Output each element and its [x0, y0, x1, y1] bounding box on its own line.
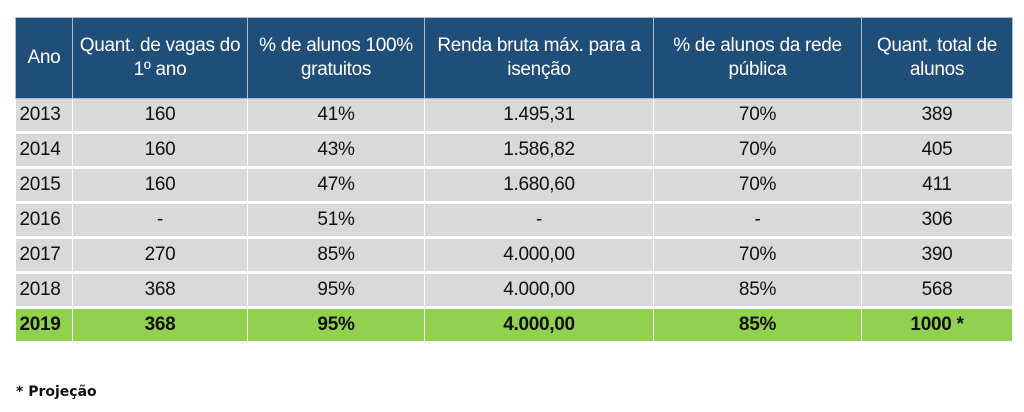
- cell-year: 2015: [15, 167, 73, 204]
- cell-year: 2013: [15, 98, 73, 134]
- table-row: 2013 160 41% 1.495,31 70% 389: [15, 98, 1013, 134]
- header-free-students-pct: % de alunos 100% gratuitos: [247, 17, 425, 99]
- cell-seats: 368: [72, 307, 248, 341]
- footnote: * Projeção: [16, 384, 97, 400]
- cell-free-pct: 47%: [247, 167, 425, 204]
- cell-max-income: 1.680,60: [424, 167, 654, 204]
- cell-year: 2019: [15, 307, 73, 341]
- header-total-students: Quant. total de alunos: [861, 17, 1013, 99]
- cell-free-pct: 51%: [247, 202, 425, 239]
- cell-total: 1000 *: [861, 307, 1013, 341]
- table-row: 2014 160 43% 1.586,82 70% 405: [15, 132, 1013, 169]
- cell-public-pct: 85%: [653, 307, 862, 341]
- cell-max-income: 4.000,00: [424, 307, 654, 341]
- cell-public-pct: 70%: [653, 167, 862, 204]
- cell-public-pct: 70%: [653, 132, 862, 169]
- table-row-highlighted: 2019 368 95% 4.000,00 85% 1000 *: [15, 307, 1013, 341]
- cell-total: 405: [861, 132, 1013, 169]
- cell-max-income: 4.000,00: [424, 237, 654, 274]
- cell-public-pct: -: [653, 202, 862, 239]
- cell-seats: 160: [72, 167, 248, 204]
- table-row: 2016 - 51% - - 306: [15, 202, 1013, 239]
- cell-total: 568: [861, 272, 1013, 309]
- cell-year: 2017: [15, 237, 73, 274]
- cell-seats: 160: [72, 132, 248, 169]
- cell-free-pct: 41%: [247, 98, 425, 134]
- table-row: 2018 368 95% 4.000,00 85% 568: [15, 272, 1013, 309]
- cell-seats: 270: [72, 237, 248, 274]
- cell-seats: -: [72, 202, 248, 239]
- header-public-school-pct: % de alunos da rede pública: [653, 17, 862, 99]
- header-first-year-seats: Quant. de vagas do 1º ano: [72, 17, 248, 99]
- header-row: Ano Quant. de vagas do 1º ano % de aluno…: [15, 17, 1013, 99]
- cell-total: 389: [861, 98, 1013, 134]
- cell-total: 411: [861, 167, 1013, 204]
- cell-year: 2016: [15, 202, 73, 239]
- cell-max-income: 1.586,82: [424, 132, 654, 169]
- table-row: 2017 270 85% 4.000,00 70% 390: [15, 237, 1013, 274]
- cell-year: 2018: [15, 272, 73, 309]
- cell-max-income: -: [424, 202, 654, 239]
- header-year: Ano: [15, 17, 73, 99]
- cell-free-pct: 85%: [247, 237, 425, 274]
- enrollment-table: Ano Quant. de vagas do 1º ano % de aluno…: [15, 17, 1013, 341]
- cell-year: 2014: [15, 132, 73, 169]
- cell-max-income: 1.495,31: [424, 98, 654, 134]
- cell-max-income: 4.000,00: [424, 272, 654, 309]
- cell-free-pct: 43%: [247, 132, 425, 169]
- header-max-income: Renda bruta máx. para a isenção: [424, 17, 654, 99]
- table-row: 2015 160 47% 1.680,60 70% 411: [15, 167, 1013, 204]
- cell-total: 390: [861, 237, 1013, 274]
- cell-free-pct: 95%: [247, 272, 425, 309]
- cell-total: 306: [861, 202, 1013, 239]
- cell-seats: 368: [72, 272, 248, 309]
- cell-public-pct: 85%: [653, 272, 862, 309]
- data-table-container: Ano Quant. de vagas do 1º ano % de aluno…: [15, 17, 1013, 341]
- cell-public-pct: 70%: [653, 98, 862, 134]
- cell-public-pct: 70%: [653, 237, 862, 274]
- cell-seats: 160: [72, 98, 248, 134]
- cell-free-pct: 95%: [247, 307, 425, 341]
